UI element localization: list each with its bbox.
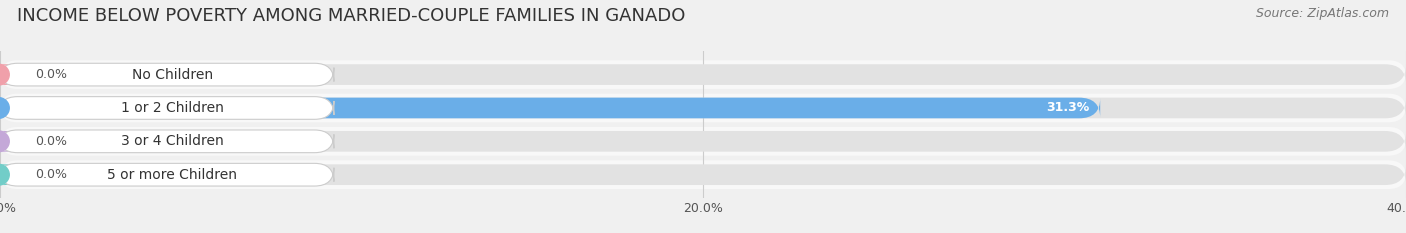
FancyBboxPatch shape xyxy=(0,98,1099,118)
Text: No Children: No Children xyxy=(132,68,212,82)
FancyBboxPatch shape xyxy=(0,131,21,152)
Circle shape xyxy=(0,164,10,185)
FancyBboxPatch shape xyxy=(0,60,1406,89)
Text: Source: ZipAtlas.com: Source: ZipAtlas.com xyxy=(1256,7,1389,20)
FancyBboxPatch shape xyxy=(0,63,335,86)
FancyBboxPatch shape xyxy=(0,164,21,185)
Text: 0.0%: 0.0% xyxy=(35,135,67,148)
FancyBboxPatch shape xyxy=(0,64,21,85)
Text: 3 or 4 Children: 3 or 4 Children xyxy=(121,134,224,148)
Circle shape xyxy=(0,64,10,85)
Text: INCOME BELOW POVERTY AMONG MARRIED-COUPLE FAMILIES IN GANADO: INCOME BELOW POVERTY AMONG MARRIED-COUPL… xyxy=(17,7,685,25)
FancyBboxPatch shape xyxy=(0,164,1406,185)
FancyBboxPatch shape xyxy=(0,127,1406,156)
Circle shape xyxy=(0,98,10,118)
FancyBboxPatch shape xyxy=(0,94,1406,122)
Text: 1 or 2 Children: 1 or 2 Children xyxy=(121,101,224,115)
FancyBboxPatch shape xyxy=(0,64,1406,85)
FancyBboxPatch shape xyxy=(0,163,335,186)
FancyBboxPatch shape xyxy=(0,130,335,153)
FancyBboxPatch shape xyxy=(0,97,335,119)
Text: 31.3%: 31.3% xyxy=(1046,102,1090,114)
Text: 0.0%: 0.0% xyxy=(35,68,67,81)
FancyBboxPatch shape xyxy=(0,131,1406,152)
Circle shape xyxy=(0,131,10,152)
FancyBboxPatch shape xyxy=(0,98,1406,118)
Text: 5 or more Children: 5 or more Children xyxy=(107,168,238,182)
FancyBboxPatch shape xyxy=(0,160,1406,189)
Text: 0.0%: 0.0% xyxy=(35,168,67,181)
